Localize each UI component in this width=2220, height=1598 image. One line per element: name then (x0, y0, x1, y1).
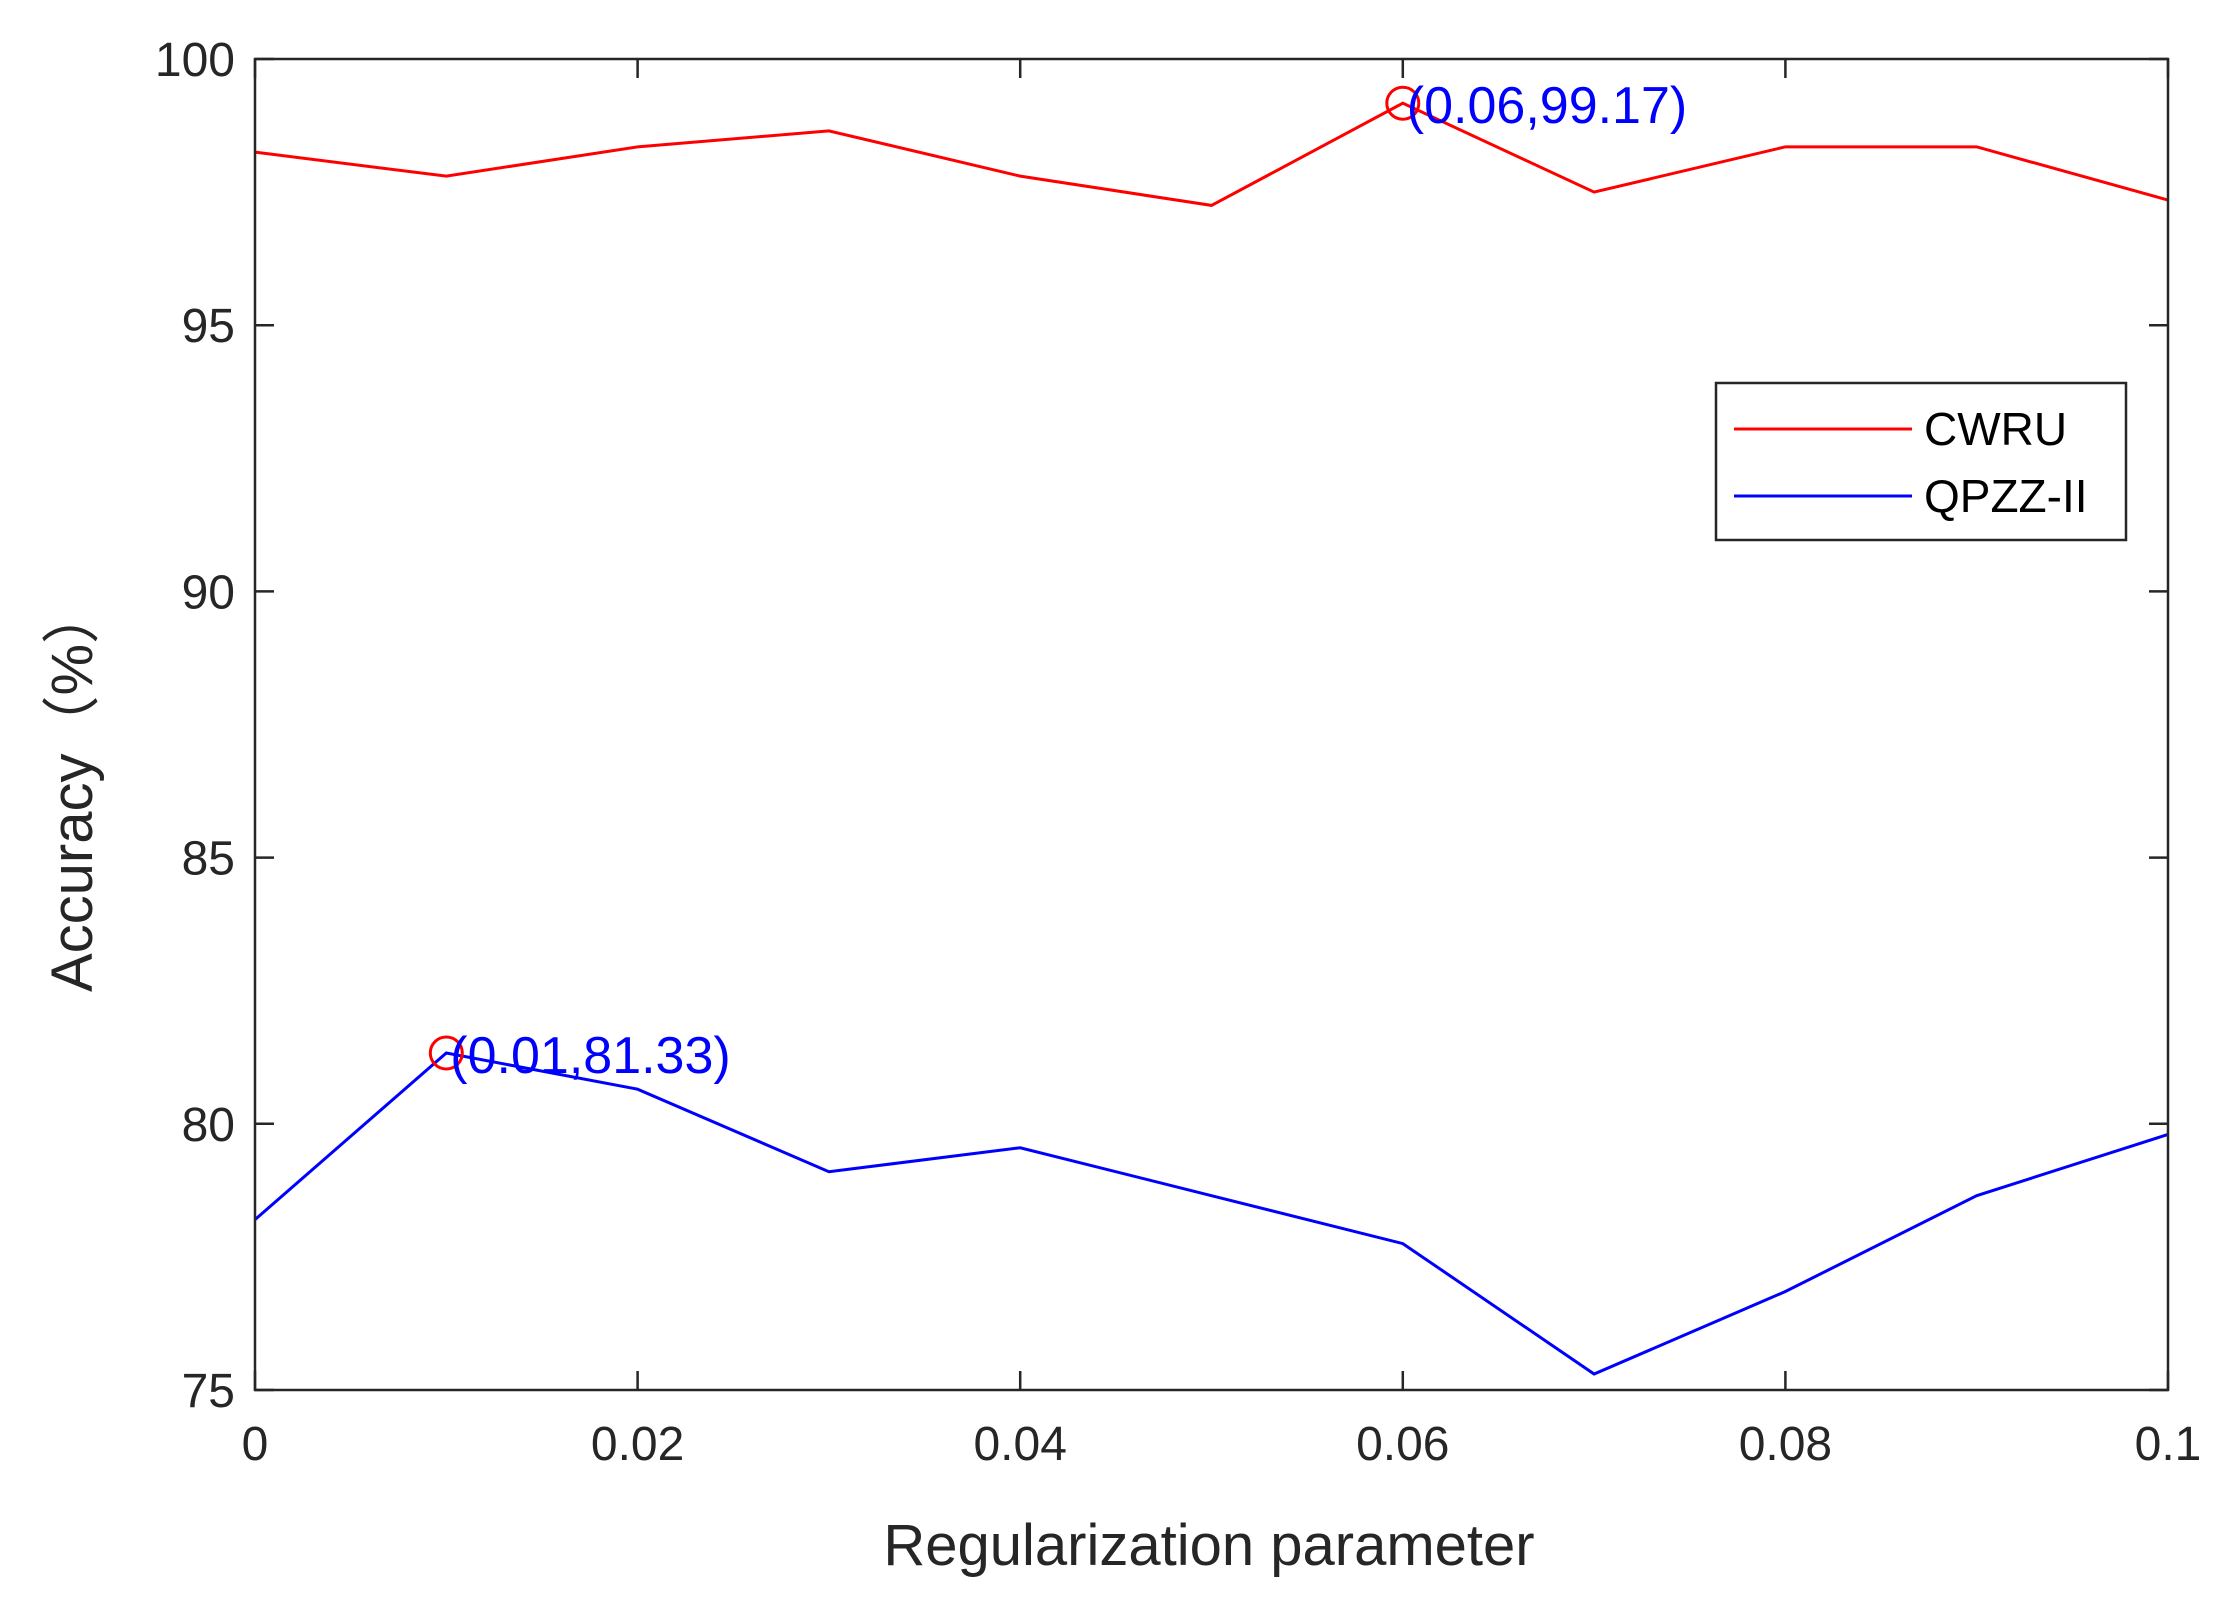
highlight-marker-2 (428, 1035, 464, 1071)
series-line-qpzz-ii (254, 1051, 2169, 1376)
x-tick-label: 0 (242, 1418, 269, 1471)
x-axis-label: Regularization parameter (883, 1513, 1534, 1578)
y-axis-label: Accuracy（%） (40, 586, 105, 992)
series-line-cwru (254, 101, 2169, 207)
y-tick-label: 90 (182, 566, 235, 619)
highlight-marker-1 (1385, 85, 1421, 121)
x-tick-label: 0.08 (1739, 1418, 1832, 1471)
annotation-label-1: (0.06,99.17) (1407, 77, 1687, 135)
y-tick-label: 100 (155, 34, 235, 87)
axes-box (253, 57, 2170, 1392)
legend: CWRU QPZZ-II (1714, 381, 2128, 542)
x-tick-label: 0.02 (591, 1418, 684, 1471)
y-tick-label: 85 (182, 833, 235, 886)
y-tick-label: 75 (182, 1365, 235, 1418)
x-tick-label: 0.1 (2135, 1418, 2202, 1471)
y-tick-label: 95 (182, 300, 235, 353)
legend-label-cwru: CWRU (1924, 403, 2067, 455)
x-tick-label: 0.06 (1356, 1418, 1449, 1471)
plot-area (255, 59, 2168, 1390)
annotation-label-2: (0.01,81.33) (450, 1027, 730, 1085)
x-tick-label: 0.04 (973, 1418, 1066, 1471)
y-tick-label: 80 (182, 1099, 235, 1152)
legend-label-qpzz-ii: QPZZ-II (1924, 470, 2088, 522)
legend-box (1714, 381, 2128, 542)
